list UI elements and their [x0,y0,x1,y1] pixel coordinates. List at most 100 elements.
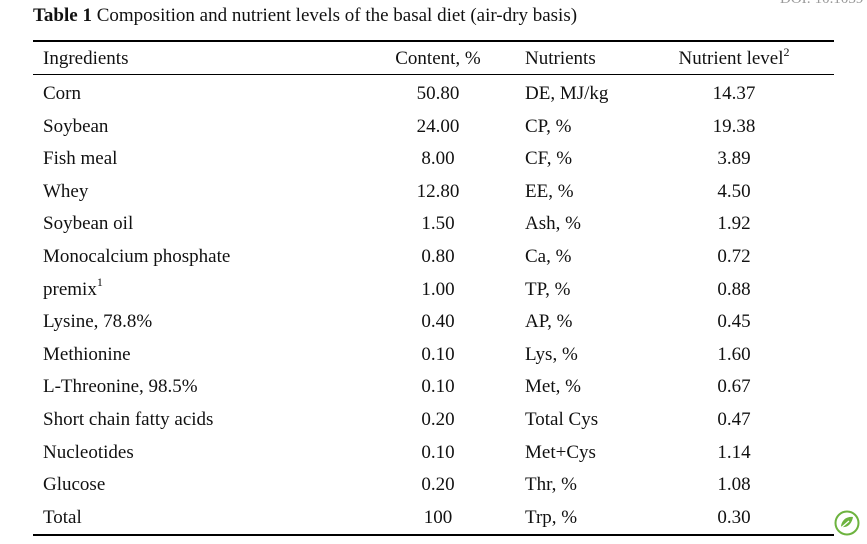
cell-ingredient: premix1 [43,274,103,306]
table-row: Whey 12.80 EE, % 4.50 [33,176,834,208]
cell-nutrient-level: 19.38 [712,115,756,137]
table-bottom-rule [33,534,834,536]
cell-ingredient: Monocalcium phosphate [43,241,230,273]
cell-nutrient-level: 0.30 [717,506,751,528]
cell-content: 0.80 [421,246,455,267]
cell-content: 0.10 [421,343,455,365]
cell-nutrient-level: 14.37 [712,83,756,104]
cell-ingredient-text: Soybean oil [43,213,134,235]
cell-nutrient-level: 1.60 [717,343,751,365]
cell-ingredient: Total [43,502,82,534]
cell-nutrient: Ca, % [525,246,572,267]
cell-ingredient-text: Fish meal [43,148,118,170]
table-row: Soybean 24.00 CP, % 19.38 [33,111,834,143]
cell-ingredient-text: Lysine, 78.8% [43,311,153,333]
cell-ingredient-text: L-Threonine, 98.5% [43,376,198,398]
header-nutrient-level-text: Nutrient level [678,48,784,69]
table-row: Glucose 0.20 Thr, % 1.08 [33,469,834,501]
table-row: Nucleotides 0.10 Met+Cys 1.14 [33,437,834,469]
cell-nutrient: Ash, % [525,213,581,235]
cell-ingredient-text: Monocalcium phosphate [43,246,231,267]
cell-nutrient: Lys, % [525,343,578,365]
cell-ingredient: Soybean [43,111,108,143]
table-row: Corn 50.80 DE, MJ/kg 14.37 [33,78,834,110]
header-nutrients: Nutrients [525,48,596,69]
cell-nutrient: DE, MJ/kg [525,83,609,104]
table-caption-label: Table 1 [33,5,92,26]
cell-ingredient: Nucleotides [43,437,134,469]
cell-ingredient-text: Short chain fatty acids [43,409,214,430]
cell-nutrient-level: 1.14 [717,441,751,463]
cell-nutrient-level: 0.72 [717,246,751,267]
cell-nutrient: CP, % [525,115,572,137]
cell-ingredient: Lysine, 78.8% [43,306,152,338]
cell-nutrient: Thr, % [525,474,577,496]
table-row: Monocalcium phosphate 0.80 Ca, % 0.72 [33,241,834,273]
cell-ingredient-text: Whey [43,180,89,202]
table-header-rule [33,74,834,75]
cell-nutrient: TP, % [525,278,571,300]
table-row: Methionine 0.10 Lys, % 1.60 [33,339,834,371]
cell-ingredient-footnote: 1 [96,275,103,290]
cell-ingredient-text: Methionine [43,343,131,365]
cell-ingredient: Glucose [43,469,105,501]
table-header-row: Ingredients Content, % Nutrients Nutrien… [33,43,834,75]
table-row: Fish meal 8.00 CF, % 3.89 [33,143,834,175]
table-row: L-Threonine, 98.5% 0.10 Met, % 0.67 [33,371,834,403]
cell-content: 50.80 [416,83,460,104]
cell-content: 0.40 [421,311,455,333]
leaf-badge-icon [834,510,860,536]
cell-nutrient: AP, % [525,311,573,333]
cell-nutrient: CF, % [525,148,573,170]
cell-nutrient-level: 3.89 [717,148,751,170]
cell-nutrient-level: 0.47 [717,409,751,430]
cell-nutrient: EE, % [525,180,574,202]
table-row: premix1 1.00 TP, % 0.88 [33,274,834,306]
header-content: Content, % [395,48,481,69]
cell-ingredient-text: Soybean [43,115,109,137]
cell-ingredient: L-Threonine, 98.5% [43,371,198,403]
cell-content: 0.20 [421,474,455,496]
table-caption: Table 1 Composition and nutrient levels … [33,5,577,27]
table-top-rule [33,40,834,42]
cell-ingredient-text: Corn [43,83,81,104]
cell-content: 0.20 [421,409,455,430]
cell-nutrient-level: 0.67 [717,376,751,398]
cell-ingredient: Short chain fatty acids [43,404,213,436]
doi-fragment: DOI: 10.1039 [780,0,863,8]
header-nutrient-level: Nutrient level2 [669,43,799,75]
header-nutrient-level-footnote: 2 [783,44,790,59]
table-row: Short chain fatty acids 0.20 Total Cys 0.47 [33,404,834,436]
table-row: Total 100 Trp, % 0.30 [33,502,834,534]
cell-nutrient: Met, % [525,376,581,398]
cell-content: 100 [423,506,453,528]
cell-nutrient-level: 0.45 [717,311,751,333]
cell-content: 0.10 [421,441,455,463]
cell-content: 8.00 [421,148,455,170]
cell-content: 0.10 [421,376,455,398]
header-ingredients: Ingredients [43,48,129,69]
cell-nutrient-level: 4.50 [717,180,751,202]
cell-content: 1.50 [421,213,455,235]
cell-nutrient-level: 1.92 [717,213,751,235]
cell-nutrient-level: 1.08 [717,474,751,496]
cell-nutrient: Met+Cys [525,441,596,463]
cell-ingredient: Whey [43,176,88,208]
table-row: Lysine, 78.8% 0.40 AP, % 0.45 [33,306,834,338]
table-caption-text: Composition and nutrient levels of the b… [96,5,578,26]
cell-content: 1.00 [421,278,455,300]
cell-ingredient-text: Total [43,506,82,528]
cell-content: 12.80 [416,180,460,202]
cell-ingredient: Fish meal [43,143,117,175]
cell-ingredient-text: premix [43,278,97,300]
table-row: Soybean oil 1.50 Ash, % 1.92 [33,208,834,240]
cell-nutrient: Total Cys [525,409,599,430]
cell-content: 24.00 [416,115,460,137]
cell-ingredient-text: Nucleotides [43,441,134,463]
cell-ingredient-text: Glucose [43,474,106,496]
cell-nutrient: Trp, % [525,506,578,528]
cell-ingredient: Methionine [43,339,131,371]
cell-ingredient: Corn [43,78,81,110]
cell-ingredient: Soybean oil [43,208,133,240]
cell-nutrient-level: 0.88 [717,278,751,300]
